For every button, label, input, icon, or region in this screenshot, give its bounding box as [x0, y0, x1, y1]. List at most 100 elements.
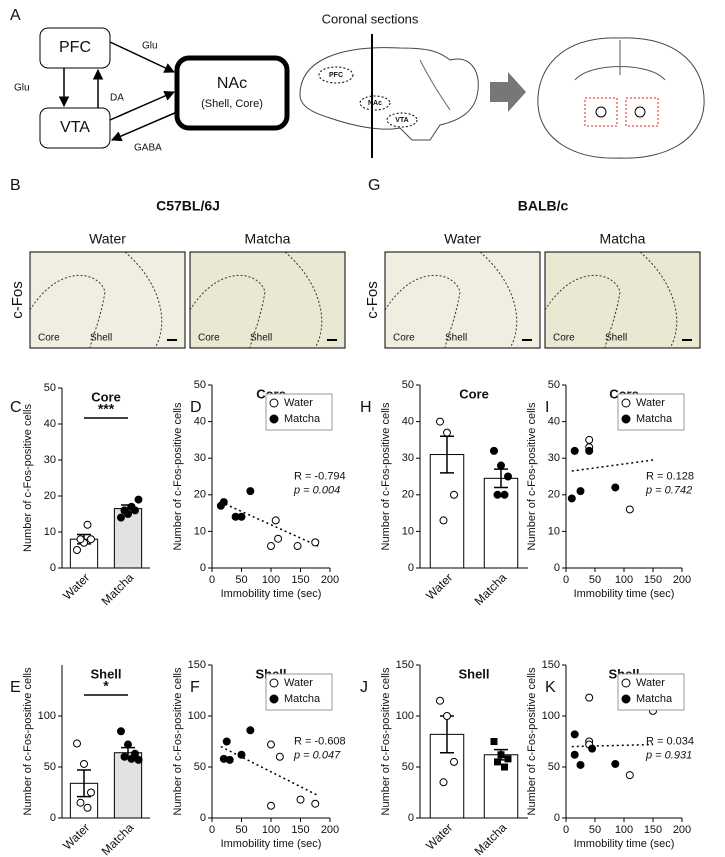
brain-contour [574, 40, 666, 81]
panel-letter: B [10, 177, 21, 194]
image-title: Matcha [600, 231, 646, 247]
y-tick-label: 40 [44, 418, 56, 430]
node-label: PFC [59, 39, 91, 56]
charts: C Core Number of c-Fos-positive cells 0 10 20… [10, 379, 694, 857]
y-tick-label: 20 [548, 489, 560, 501]
data-point [127, 502, 136, 511]
y-tick-label: 50 [194, 761, 206, 773]
y-tick-label: 0 [50, 562, 56, 574]
edge-label: Glu [142, 41, 158, 52]
y-tick-label: 10 [548, 525, 560, 537]
y-tick-label: 100 [396, 710, 414, 722]
y-tick-label: 20 [194, 489, 206, 501]
y-tick-label: 0 [408, 812, 414, 824]
annotation: p = 0.004 [293, 484, 340, 496]
data-point [576, 760, 585, 769]
annotation: R = 0.034 [646, 735, 694, 747]
data-point [497, 461, 505, 470]
y-tick-label: 150 [396, 659, 414, 671]
panel-letter: F [190, 679, 200, 696]
x-axis-label: Immobility time (sec) [574, 588, 675, 600]
data-point [585, 446, 594, 455]
legend-label: Water [636, 677, 665, 689]
data-point [311, 799, 320, 808]
data-point [450, 757, 458, 766]
legend-marker [621, 678, 631, 688]
x-tick-label: 100 [615, 824, 633, 836]
region-label: Shell [90, 333, 112, 344]
data-point [246, 726, 255, 735]
data-point [497, 751, 505, 759]
stain-label: c-Fos [9, 281, 26, 319]
data-point [570, 750, 579, 759]
y-tick-label: 30 [44, 454, 56, 466]
data-point [494, 758, 501, 766]
y-tick-label: 10 [194, 525, 206, 537]
chart-title: Shell [90, 666, 121, 681]
node-box [39, 27, 111, 69]
y-tick-label: 150 [188, 659, 206, 671]
legend-label: Matcha [284, 693, 321, 705]
data-point [76, 798, 85, 807]
legend-label: Matcha [284, 413, 321, 425]
legend-label: Water [284, 397, 313, 409]
panel-letter: D [190, 399, 202, 416]
error-bar [77, 769, 91, 798]
y-tick-label: 50 [194, 379, 206, 391]
y-tick-label: 20 [44, 490, 56, 502]
data-point [87, 788, 95, 797]
data-point [625, 771, 634, 780]
data-point [219, 498, 228, 507]
micrographs: B C57BL/6J c-Fos Water Core Shell Matcha Core Sh… [9, 177, 701, 349]
significance-label: *** [98, 401, 115, 417]
y-tick-label: 0 [50, 812, 56, 824]
edge [109, 90, 175, 121]
data-point [73, 546, 81, 554]
y-axis-label: Number of c-Fos-positive cells [380, 402, 392, 550]
data-point [443, 428, 451, 437]
annotation: R = -0.794 [294, 470, 346, 482]
x-tick-label: 150 [291, 574, 309, 586]
x-tick-label: 200 [673, 824, 691, 836]
y-axis-label: Number of c-Fos-positive cells [526, 667, 538, 815]
data-point [120, 752, 129, 761]
chart-title: Core [459, 386, 489, 401]
annotation: p = 0.931 [645, 749, 692, 761]
y-tick-label: 50 [44, 761, 56, 773]
data-point [567, 494, 576, 503]
data-point [585, 435, 594, 444]
edge-label: DA [110, 93, 124, 104]
data-point [237, 512, 246, 521]
x-axis-label: Immobility time (sec) [221, 838, 322, 850]
y-axis-label: Number of c-Fos-positive cells [172, 667, 184, 815]
trend-line [220, 745, 319, 797]
data-point [267, 740, 275, 749]
legend-marker [621, 414, 631, 424]
y-tick-label: 50 [44, 382, 56, 394]
y-tick-label: 100 [542, 710, 560, 722]
x-tick-label: Matcha [472, 820, 510, 857]
data-point [625, 505, 634, 514]
trend-line [571, 743, 654, 748]
y-tick-label: 40 [194, 416, 206, 428]
data-point [504, 755, 512, 763]
y-tick-label: 50 [402, 761, 414, 773]
legend-marker [269, 398, 279, 408]
y-tick-label: 20 [402, 489, 414, 501]
data-point [275, 752, 284, 761]
x-axis-label: Immobility time (sec) [221, 588, 322, 600]
x-tick-label: 0 [563, 574, 569, 586]
x-tick-label: 200 [673, 574, 691, 586]
region-label: PFC [329, 72, 343, 79]
legend-marker [269, 414, 279, 424]
data-point [500, 490, 509, 499]
data-point [127, 754, 136, 763]
y-axis-label: Number of c-Fos-positive cells [22, 404, 34, 552]
node-box [174, 55, 290, 131]
annotation: p = 0.742 [645, 484, 692, 496]
legend-box [617, 393, 685, 431]
x-tick-label: 100 [262, 824, 280, 836]
data-point [504, 472, 512, 481]
region [634, 106, 646, 118]
